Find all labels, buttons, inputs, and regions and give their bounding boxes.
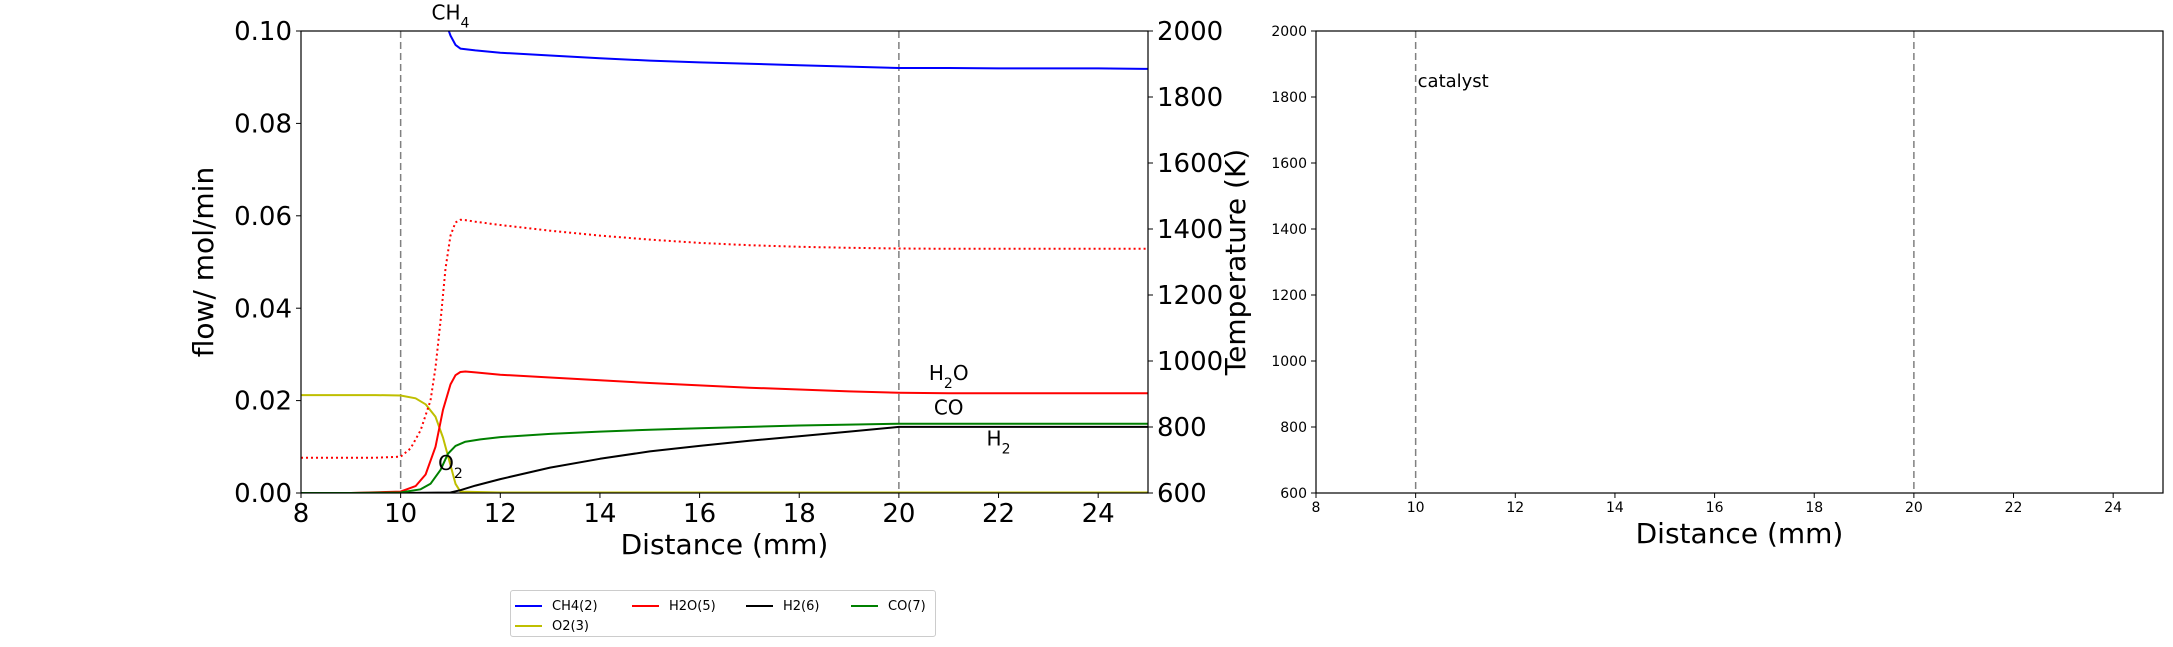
plot-area [301,31,1148,493]
y2-tick-label: 1600 [1157,149,1223,179]
y-tick-label: 1600 [1271,156,1307,172]
y-tick-label: 800 [1280,420,1307,436]
x-tick-label: 20 [1905,500,1923,516]
series-line-temperature [301,218,1148,459]
legend-swatch [746,605,773,607]
y-tick-label: 1400 [1271,222,1307,238]
y-axis-label: flow/ mol/min [187,167,220,357]
legend-entry-h2: H2(6) [746,597,819,615]
plot-frame [300,30,1149,494]
y2-axis-label: Temperature (K) [1219,149,1252,376]
legend-label: O2(3) [552,618,589,634]
y-tick-label: 1200 [1271,288,1307,304]
x-tick-label: 22 [2005,500,2023,516]
y2-tick-label: 1800 [1157,83,1223,113]
x-axis-label: Distance (mm) [1636,517,1844,550]
x-tick-label: 12 [484,499,517,529]
y-tick-label: 0.04 [234,294,292,324]
x-tick-label: 20 [882,499,915,529]
legend-label: H2(6) [783,598,820,614]
left-chart: 8 10 12 14 16 18 20 22 24 0.00 0.02 0.04 0.06 0.08 0.1… [187,0,1252,561]
legend-swatch [632,605,659,607]
legend-entry-co: CO(7) [851,597,926,615]
legend-label: CO(7) [888,598,926,614]
x-tick-label: 10 [1407,500,1425,516]
y2-tick-label: 600 [1157,479,1207,509]
x-tick-label: 22 [982,499,1015,529]
annotation-ch4: CH4 [432,0,470,31]
y2-tick-label: 1400 [1157,215,1223,245]
y2-tick-label: 800 [1157,413,1207,443]
legend-entry-o2: O2(3) [515,617,589,635]
y-tick-label: 0.08 [234,110,292,140]
x-tick-label: 8 [1312,500,1321,516]
series-line-h2-6- [301,425,1148,493]
series-line-h2o-5- [301,370,1148,493]
x-tick-label: 10 [384,499,417,529]
annotation-co: CO [934,395,964,419]
right-chart: 8 10 12 14 16 18 20 22 24 600 800 1000 1200 1400 1600 1… [1271,24,2164,550]
x-tick-label: 24 [2104,500,2122,516]
legend-swatch [851,605,878,607]
x-tick-label: 16 [683,499,716,529]
y-tick-label: 600 [1280,486,1307,502]
legend-label: H2O(5) [669,598,716,614]
x-tick-label: 14 [583,499,616,529]
annotation-catalyst: catalyst [1418,71,1489,92]
y2-tick-label: 2000 [1157,17,1223,47]
legend-swatch [515,625,542,627]
annotation-h2o: H2O [929,361,969,392]
y-tick-label: 0.06 [234,202,292,232]
y2-tick-label: 1200 [1157,281,1223,311]
series-line-ch4-2- [447,31,1148,70]
legend-label: CH4(2) [552,598,598,614]
x-tick-label: 12 [1506,500,1524,516]
y2-tick-label: 1000 [1157,347,1223,377]
plot-frame [1315,30,2164,494]
legend-entry-h2o: H2O(5) [632,597,716,615]
x-tick-label: 16 [1706,500,1724,516]
series-line-co-7- [301,422,1148,493]
legend-swatch [515,605,542,607]
y-tick-label: 1000 [1271,354,1307,370]
x-tick-label: 18 [783,499,816,529]
y-tick-label: 2000 [1271,24,1307,40]
y-tick-label: 0.00 [234,479,292,509]
x-tick-label: 8 [293,499,310,529]
legend-entry-ch4: CH4(2) [515,597,598,615]
annotation-h2: H2 [987,426,1011,457]
x-tick-label: 14 [1606,500,1624,516]
y-tick-label: 1800 [1271,90,1307,106]
x-tick-label: 18 [1805,500,1823,516]
x-tick-label: 24 [1082,499,1115,529]
y-tick-label: 0.02 [234,387,292,417]
annotation-o2: O2 [438,451,463,482]
legend: CH4(2) H2O(5) H2(6) CO(7) O2(3) [510,590,936,637]
x-axis-label: Distance (mm) [621,528,829,561]
y-tick-label: 0.10 [234,17,292,47]
